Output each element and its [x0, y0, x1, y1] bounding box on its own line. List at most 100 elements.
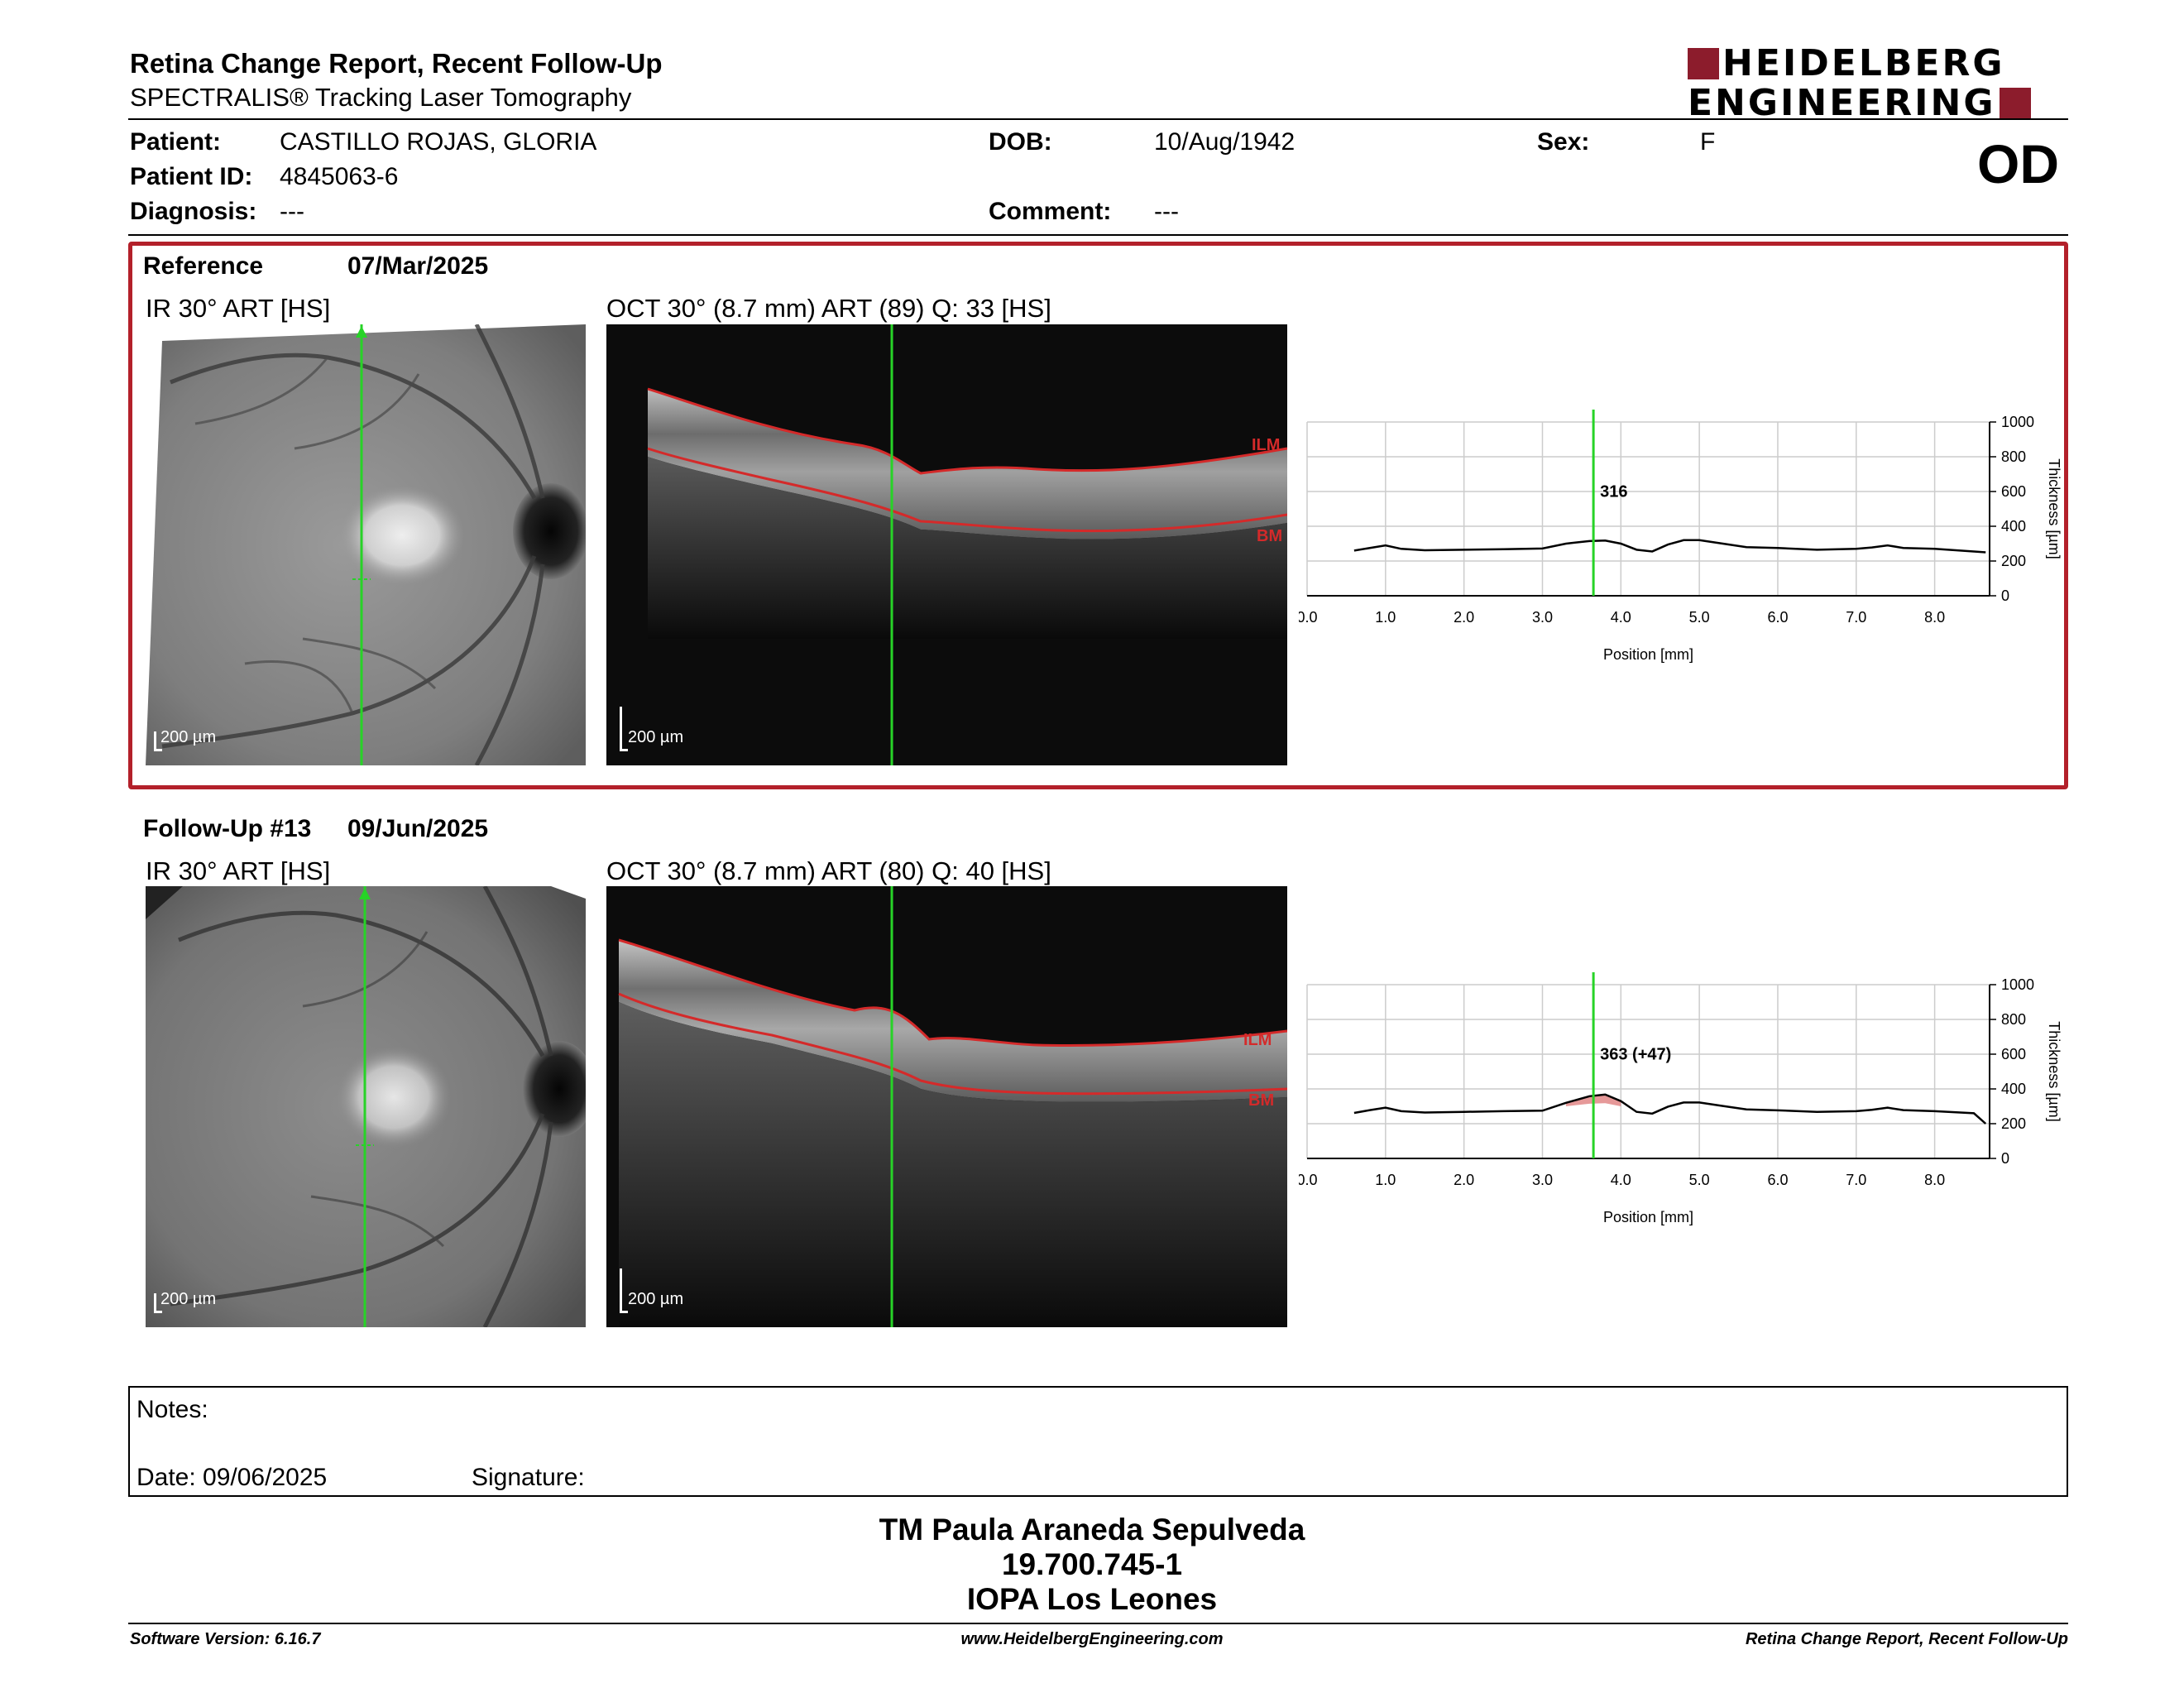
x-tick-label: 5.0 — [1689, 1172, 1710, 1188]
logo-line-2: ENGINEERING — [1688, 82, 1996, 124]
eye-label: OD — [1977, 133, 2059, 194]
thickness-line — [1353, 1093, 1987, 1125]
y-tick-label: 600 — [2001, 1046, 2026, 1062]
signer-rut: 19.700.745-1 — [1001, 1547, 1183, 1581]
signer-name: TM Paula Araneda Sepulveda — [879, 1513, 1305, 1547]
x-tick-label: 4.0 — [1611, 1172, 1631, 1188]
patient-label: Patient: — [130, 128, 222, 156]
followup-chart-svg: 0.0 1.0 2.0 3.0 4.0 5.0 6.0 7.0 8.0 0 200 400 600 800… — [1296, 972, 2062, 1225]
reference-oct-image[interactable]: ILM BM 200 µm — [606, 324, 1287, 765]
reference-ir-scale-foot — [154, 749, 162, 751]
followup-ir-image[interactable]: 200 µm — [146, 886, 586, 1327]
y-tick-label: 600 — [2001, 483, 2026, 500]
y-tick-label: 800 — [2001, 1011, 2026, 1028]
followup-date: 09/Jun/2025 — [347, 815, 489, 842]
followup-bm-label: BM — [1248, 1091, 1275, 1110]
x-tick-label: 7.0 — [1846, 1172, 1866, 1188]
reference-fundus-svg — [146, 324, 586, 765]
cursor-value-label: 316 — [1600, 482, 1627, 501]
x-tick-label: 6.0 — [1767, 1172, 1788, 1188]
comment-label: Comment: — [989, 198, 1112, 225]
reference-thickness-chart: 0.0 1.0 2.0 3.0 4.0 5.0 6.0 7.0 8.0 0 200 400 600 800… — [1296, 410, 2093, 674]
reference-ir-scale-bar — [154, 731, 156, 751]
followup-ir-scale-foot — [154, 1311, 162, 1313]
reference-ir-label: IR 30° ART [HS] — [146, 294, 331, 323]
heidelberg-logo: HEIDELBERG ENGINEERING — [1688, 46, 2068, 122]
y-tick-label: 0 — [2001, 587, 2009, 604]
reference-frame — [128, 242, 2068, 789]
x-tick-label: 5.0 — [1689, 609, 1710, 626]
y-axis-title: Thickness [µm] — [2046, 1021, 2062, 1121]
report-subtitle: SPECTRALIS® Tracking Laser Tomography — [130, 83, 632, 112]
patient-divider — [128, 234, 2068, 236]
x-tick-label: 0.0 — [1299, 1172, 1318, 1188]
x-tick-label: 2.0 — [1454, 1172, 1474, 1188]
x-tick-label: 3.0 — [1532, 1172, 1553, 1188]
logo-line-1: HEIDELBERG — [1722, 42, 2005, 84]
y-tick-label: 0 — [2001, 1150, 2009, 1167]
y-tick-label: 800 — [2001, 448, 2026, 465]
followup-oct-image[interactable]: ILM BM 200 µm — [606, 886, 1287, 1327]
cursor-value-label: 363 (+47) — [1600, 1045, 1671, 1063]
reference-chart-svg: 0.0 1.0 2.0 3.0 4.0 5.0 6.0 7.0 8.0 0 200 400 600 800… — [1296, 410, 2062, 663]
patient-id-value: 4845063-6 — [280, 163, 399, 190]
x-tick-label: 2.0 — [1454, 609, 1474, 626]
followup-oct-scale-bar — [620, 1268, 622, 1313]
y-tick-label: 400 — [2001, 1081, 2026, 1097]
x-tick-label: 1.0 — [1375, 1172, 1396, 1188]
diagnosis-label: Diagnosis: — [130, 198, 257, 225]
notes-box[interactable]: Notes: Date: 09/06/2025 Signature: — [128, 1386, 2068, 1497]
thickness-line — [1353, 539, 1986, 554]
x-axis-title: Position [mm] — [1603, 1209, 1693, 1225]
sex-label: Sex: — [1537, 128, 1590, 156]
x-tick-label: 6.0 — [1767, 609, 1788, 626]
followup-thickness-chart: 0.0 1.0 2.0 3.0 4.0 5.0 6.0 7.0 8.0 0 200 400 600 800… — [1296, 972, 2093, 1237]
reference-ir-image[interactable]: 200 µm — [146, 324, 586, 765]
website-link[interactable]: www.HeidelbergEngineering.com — [960, 1630, 1224, 1648]
followup-ilm-label: ILM — [1243, 1031, 1272, 1049]
x-tick-label: 4.0 — [1611, 609, 1631, 626]
reference-oct-scale-bar — [620, 707, 622, 751]
dob-label: DOB: — [989, 128, 1052, 156]
reference-oct-scale: 200 µm — [628, 728, 684, 746]
patient-name: CASTILLO ROJAS, GLORIA — [280, 128, 597, 156]
x-tick-label: 7.0 — [1846, 609, 1866, 626]
sex-value: F — [1700, 128, 1716, 156]
y-tick-label: 1000 — [2001, 414, 2034, 430]
reference-oct-svg — [606, 324, 1287, 765]
notes-label: Notes: — [136, 1396, 208, 1423]
footer-report-name: Retina Change Report, Recent Follow-Up — [1745, 1630, 2068, 1648]
y-tick-label: 200 — [2001, 1115, 2026, 1132]
reference-ilm-label: ILM — [1252, 436, 1281, 454]
followup-oct-svg — [606, 886, 1287, 1327]
y-axis-title: Thickness [µm] — [2046, 458, 2062, 559]
x-tick-label: 1.0 — [1375, 609, 1396, 626]
header-divider — [128, 118, 2068, 120]
followup-label: Follow-Up #13 — [143, 815, 312, 842]
logo-square-bottom — [1999, 88, 2031, 119]
reference-oct-label: OCT 30° (8.7 mm) ART (89) Q: 33 [HS] — [606, 294, 1051, 323]
followup-ir-scale-bar — [154, 1293, 156, 1313]
comment-value: --- — [1154, 198, 1179, 225]
x-axis-title: Position [mm] — [1603, 646, 1693, 663]
patient-id-label: Patient ID: — [130, 163, 253, 190]
reference-oct-scale-foot — [620, 749, 628, 751]
followup-oct-scale: 200 µm — [628, 1290, 684, 1308]
reference-bm-label: BM — [1257, 527, 1283, 545]
reference-date: 07/Mar/2025 — [347, 252, 489, 280]
followup-oct-label: OCT 30° (8.7 mm) ART (80) Q: 40 [HS] — [606, 856, 1051, 885]
software-version: Software Version: 6.16.7 — [130, 1630, 321, 1648]
x-tick-label: 8.0 — [1924, 609, 1945, 626]
followup-oct-scale-foot — [620, 1311, 628, 1313]
signer-institution: IOPA Los Leones — [966, 1582, 1218, 1616]
y-tick-label: 200 — [2001, 553, 2026, 569]
dob-value: 10/Aug/1942 — [1154, 128, 1296, 156]
followup-fundus-svg — [146, 886, 586, 1327]
followup-ir-label: IR 30° ART [HS] — [146, 856, 331, 885]
y-tick-label: 1000 — [2001, 976, 2034, 993]
reference-ir-scale: 200 µm — [160, 728, 217, 746]
reference-label: Reference — [143, 252, 264, 280]
signature-label: Signature: — [472, 1464, 585, 1491]
footer-divider — [128, 1623, 2068, 1624]
followup-ir-scale: 200 µm — [160, 1290, 217, 1308]
